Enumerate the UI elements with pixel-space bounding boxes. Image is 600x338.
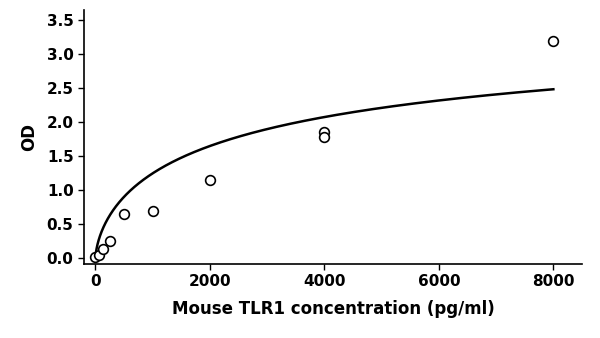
Point [148, 208, 157, 213]
Point [548, 38, 558, 43]
Point [320, 130, 329, 135]
Point [205, 177, 215, 183]
Point [320, 135, 329, 140]
Point [98, 247, 107, 252]
Point [105, 239, 115, 244]
Y-axis label: OD: OD [20, 123, 38, 151]
Point [119, 211, 129, 217]
X-axis label: Mouse TLR1 concentration (pg/ml): Mouse TLR1 concentration (pg/ml) [172, 300, 494, 318]
Point [91, 254, 100, 260]
Point [94, 252, 104, 258]
